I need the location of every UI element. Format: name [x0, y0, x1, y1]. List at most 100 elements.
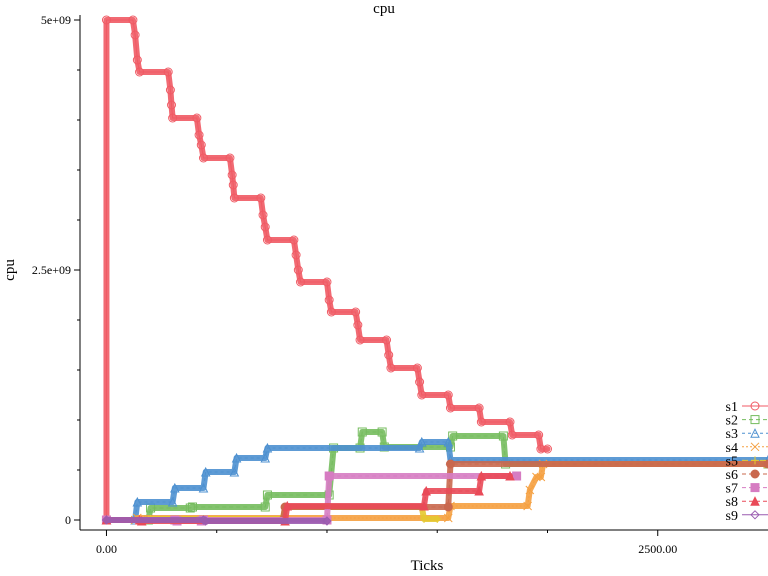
- legend-marker-s2: [750, 415, 760, 425]
- data-point-s5: [433, 515, 442, 523]
- data-point-s1: [101, 15, 111, 25]
- series-trace-s8: [106, 475, 510, 522]
- data-point-s5: [420, 515, 428, 523]
- data-point-s1: [386, 363, 396, 373]
- data-point-s1: [443, 390, 453, 400]
- legend-label-s2: s2: [726, 414, 738, 429]
- data-point-s8: [474, 485, 484, 496]
- data-point-s1: [353, 320, 363, 330]
- y-tick-label: 5e+09: [41, 13, 71, 27]
- data-point-s1: [229, 193, 239, 203]
- data-point-s3: [229, 466, 240, 477]
- plot-area: [101, 15, 768, 526]
- legend-label-s6: s6: [726, 468, 738, 483]
- data-point-s1: [262, 235, 272, 245]
- y-tick-label: 2.5e+09: [32, 263, 71, 277]
- data-point-s1: [225, 153, 235, 163]
- data-point-s3: [262, 442, 273, 453]
- series-trace-s3: [106, 441, 768, 521]
- axes: 0 2.5e+09 5e+09 0.00 2500.00: [32, 13, 768, 556]
- data-point-s1: [536, 444, 546, 454]
- data-point-s1: [258, 210, 268, 220]
- data-point-s1: [165, 85, 175, 95]
- data-point-s1: [192, 113, 202, 123]
- data-point-s3: [231, 452, 242, 463]
- data-point-s1: [289, 235, 299, 245]
- data-point-s3: [414, 442, 425, 453]
- legend-label-s1: s1: [726, 400, 738, 415]
- series-trace-s9: [106, 519, 327, 522]
- data-point-s8: [282, 500, 293, 511]
- data-point-s1: [196, 140, 206, 150]
- data-point-s2: [262, 490, 272, 500]
- data-point-s4: [525, 485, 535, 495]
- legend-marker-s8: [750, 496, 760, 506]
- data-point-s1: [291, 250, 301, 260]
- series-s9: [101, 515, 332, 526]
- data-point-s4: [443, 513, 453, 523]
- series-s1: [101, 15, 552, 525]
- data-point-s8: [476, 470, 487, 481]
- data-point-s4: [536, 472, 546, 482]
- data-point-s1: [324, 295, 334, 305]
- data-point-s1: [534, 430, 544, 440]
- series-line-s7: [103, 473, 520, 524]
- data-point-s2: [187, 502, 197, 512]
- data-point-s1: [227, 170, 237, 180]
- data-point-s2: [185, 503, 195, 513]
- data-point-s8: [505, 470, 515, 481]
- legend-label-s5: s5: [726, 454, 738, 469]
- legend-marker-s7: [750, 483, 760, 493]
- data-point-s1: [194, 130, 204, 140]
- data-point-s3: [167, 496, 178, 507]
- data-point-s1: [384, 350, 394, 360]
- legend-label-s9: s9: [726, 509, 738, 524]
- data-point-s1: [474, 403, 484, 413]
- data-point-s9: [200, 516, 211, 526]
- x-tick-label: 0.00: [96, 542, 117, 556]
- data-point-s1: [198, 153, 208, 163]
- data-point-s1: [293, 265, 303, 275]
- data-point-s1: [322, 277, 332, 287]
- y-tick-label: 0: [65, 513, 71, 527]
- data-point-s6: [443, 502, 453, 512]
- data-point-s3: [443, 436, 454, 447]
- series-trace-s7: [106, 475, 517, 522]
- data-point-s1: [260, 222, 270, 232]
- x-tick-label: 2500.00: [638, 542, 677, 556]
- data-point-s1: [163, 67, 173, 77]
- legend-marker-s6: [750, 469, 760, 479]
- legend-label-s3: s3: [726, 427, 738, 442]
- data-point-s2: [498, 431, 508, 441]
- y-axis-label: cpu: [2, 259, 18, 281]
- data-point-s1: [326, 307, 336, 317]
- data-point-s3: [260, 452, 271, 463]
- data-point-s1: [296, 277, 306, 287]
- x-axis-label: Ticks: [411, 558, 444, 574]
- data-point-s1: [412, 363, 422, 373]
- data-point-s3: [200, 466, 211, 477]
- data-point-s8: [419, 500, 429, 511]
- data-point-s1: [355, 335, 365, 345]
- data-point-s3: [416, 436, 427, 447]
- legend-marker-s4: [750, 442, 760, 452]
- data-point-s2: [260, 502, 270, 512]
- legend-label-s7: s7: [726, 482, 738, 497]
- data-point-s8: [421, 485, 432, 496]
- chart-title: cpu: [373, 1, 395, 17]
- data-point-s3: [170, 482, 180, 493]
- data-point-s1: [167, 100, 177, 110]
- data-point-s1: [445, 403, 455, 413]
- data-point-s6: [445, 459, 455, 469]
- legend-marker-s1: [750, 401, 760, 411]
- data-point-s2: [448, 431, 458, 441]
- data-point-s1: [507, 430, 517, 440]
- data-point-s1: [128, 15, 138, 25]
- data-point-s1: [505, 417, 515, 427]
- data-point-s1: [476, 417, 486, 427]
- data-point-s3: [132, 496, 143, 507]
- data-point-s1: [132, 55, 142, 65]
- data-point-s2: [357, 427, 367, 437]
